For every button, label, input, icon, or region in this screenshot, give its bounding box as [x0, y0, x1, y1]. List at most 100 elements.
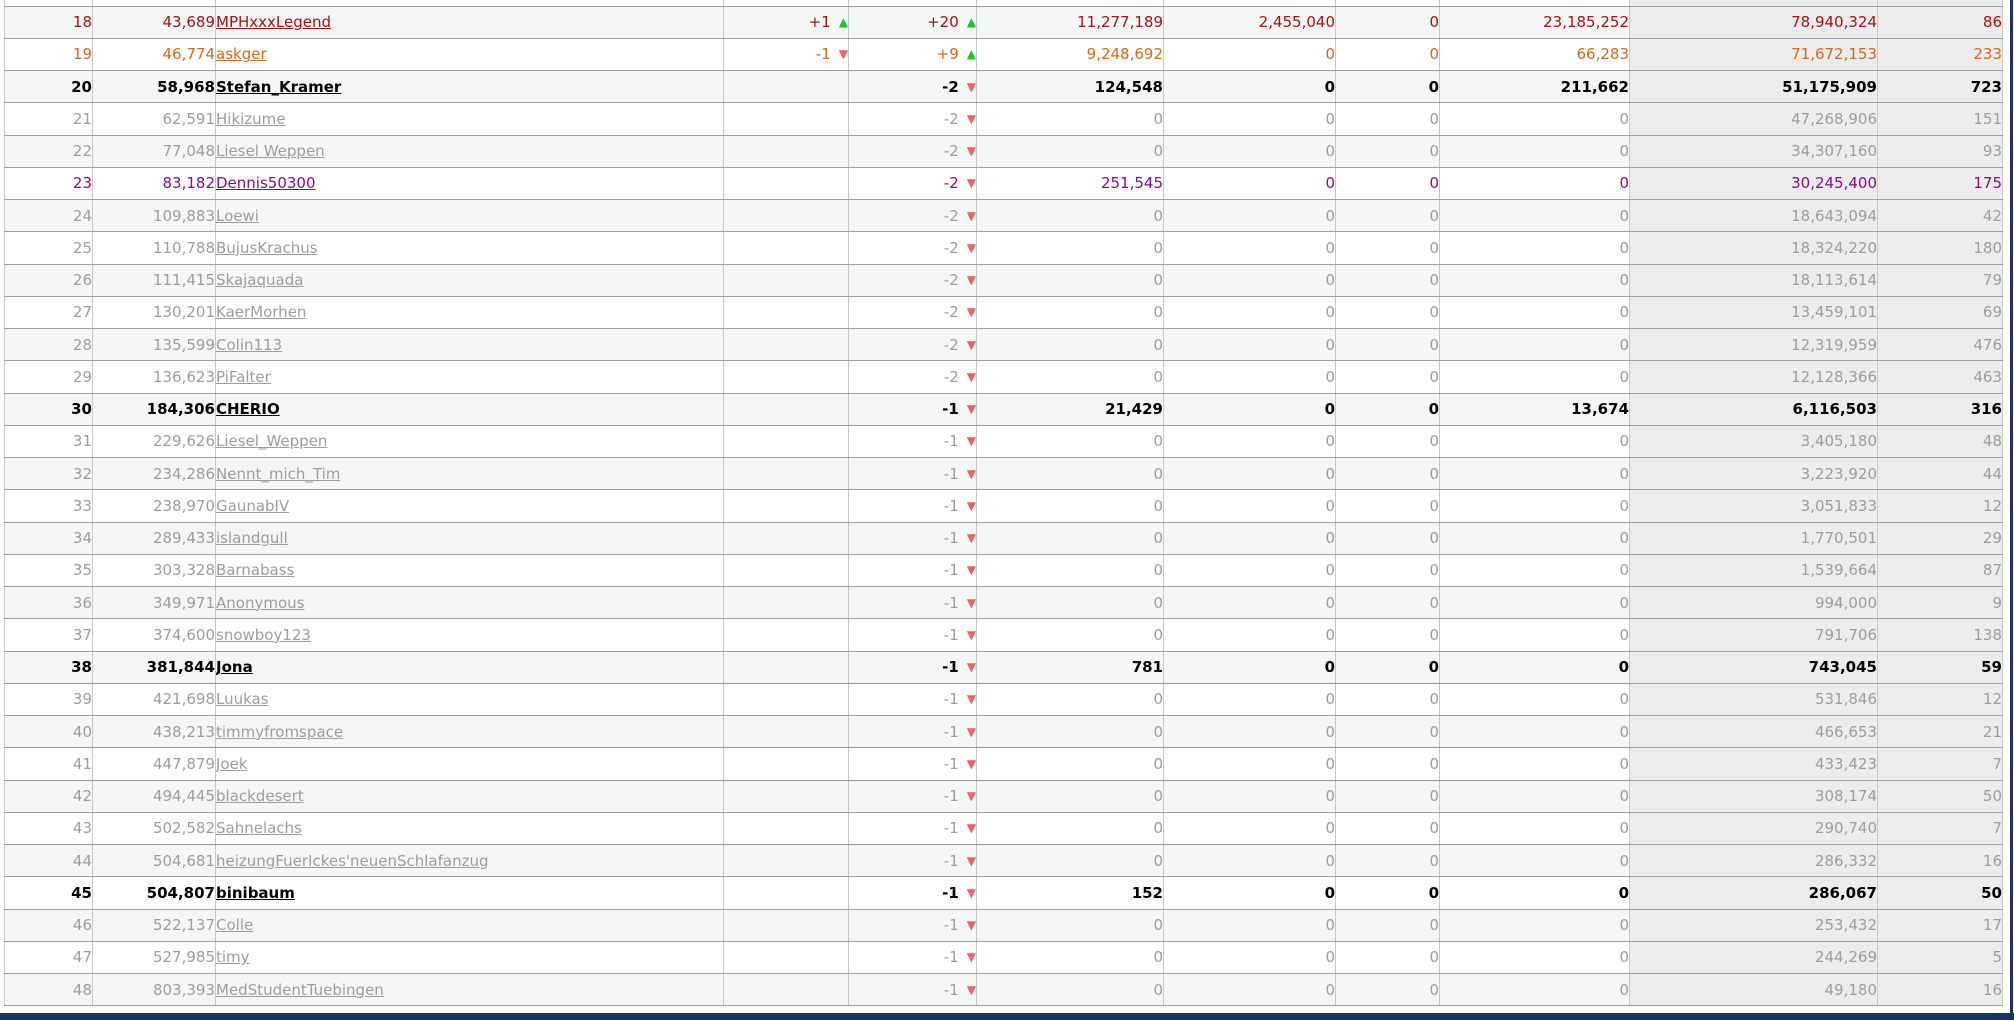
- player-name-link[interactable]: Barnabass: [216, 561, 295, 580]
- table-row: 25 110,788 BujusKrachus -2 ▼ 0 0 0 0 18,324,220 18…: [4, 231, 2003, 265]
- change-value: -2: [943, 367, 959, 386]
- count-cell: 21: [1877, 715, 2003, 749]
- count-cell: 79: [1877, 264, 2003, 297]
- rank-change-day-cell: +1 ▲: [723, 6, 849, 39]
- player-name-link[interactable]: Loewi: [216, 206, 259, 225]
- rank-change-week-cell: -2 ▼: [848, 102, 977, 136]
- down-arrow-icon: ▼: [838, 47, 848, 62]
- rank-change-day-cell: [723, 618, 849, 652]
- player-name-link[interactable]: Dennis50300: [216, 174, 316, 193]
- rank-change-week-cell: -2 ▼: [848, 199, 977, 233]
- player-name-link[interactable]: Hikizume: [216, 109, 286, 128]
- value-c-cell: 0: [1335, 38, 1440, 72]
- player-name-link[interactable]: Stefan_Kramer: [216, 77, 342, 96]
- value-b-cell: 0: [1163, 393, 1336, 426]
- player-name-link[interactable]: heizungFuerIckes'neuenSchlafanzug: [216, 851, 489, 870]
- value-d-cell: 0: [1439, 683, 1630, 717]
- score-cell: 494,445: [92, 780, 216, 813]
- player-name-link[interactable]: Joek: [216, 754, 248, 773]
- down-arrow-icon: ▼: [966, 853, 976, 868]
- down-arrow-icon: ▼: [966, 724, 976, 739]
- total-credit-cell: 6,116,503: [1629, 393, 1878, 426]
- player-name-link[interactable]: blackdesert: [216, 787, 304, 806]
- table-row: 32 234,286 Nennt_mich_Tim -1 ▼ 0 0 0 0 3,223,920 4…: [4, 457, 2003, 491]
- count-cell: 50: [1877, 780, 2003, 813]
- rank-cell: 32: [4, 457, 93, 491]
- count-cell: 93: [1877, 135, 2003, 168]
- player-name-link[interactable]: Liesel_Weppen: [216, 432, 328, 451]
- change-value: -1: [943, 625, 959, 644]
- player-name-link[interactable]: islandgull: [216, 529, 288, 548]
- change-value: -1: [942, 883, 959, 902]
- player-name-cell: Jona: [215, 651, 724, 684]
- total-credit-cell: 18,113,614: [1629, 264, 1878, 297]
- player-name-link[interactable]: binibaum: [216, 883, 295, 902]
- count-cell: 7: [1877, 747, 2003, 781]
- score-cell: 421,698: [92, 683, 216, 717]
- player-name-link[interactable]: timy: [216, 948, 250, 967]
- value-b-cell: 0: [1163, 135, 1336, 168]
- value-b-cell: 0: [1163, 522, 1336, 555]
- rank-change-day-cell: [723, 941, 849, 975]
- value-d-cell: 211,662: [1439, 70, 1630, 104]
- player-name-link[interactable]: CHERIO: [216, 400, 280, 419]
- player-name-link[interactable]: MPHxxxLegend: [216, 13, 331, 32]
- value-d-cell: 0: [1439, 586, 1630, 620]
- player-name-link[interactable]: Jona: [216, 658, 253, 677]
- player-name-link[interactable]: Sahnelachs: [216, 819, 302, 838]
- score-cell: 303,328: [92, 554, 216, 588]
- change-value: +1: [808, 13, 831, 32]
- player-name-cell: timmyfromspace: [215, 715, 724, 749]
- value-c-cell: 0: [1335, 328, 1440, 362]
- player-name-link[interactable]: Colin113: [216, 335, 283, 354]
- table-row: 41 447,879 Joek -1 ▼ 0 0 0 0 433,423 7: [4, 747, 2003, 781]
- change-value: -1: [943, 561, 959, 580]
- player-name-cell: Hikizume: [215, 102, 724, 136]
- score-cell: 109,883: [92, 199, 216, 233]
- table-row: 27 130,201 KaerMorhen -2 ▼ 0 0 0 0 13,459,101 69: [4, 296, 2003, 330]
- player-name-link[interactable]: MedStudentTuebingen: [216, 980, 384, 999]
- rank-change-week-cell: -1 ▼: [848, 618, 977, 652]
- player-name-link[interactable]: PiFalter: [216, 367, 271, 386]
- value-a-cell: 0: [976, 199, 1164, 233]
- value-d-cell: 0: [1439, 102, 1630, 136]
- rank-cell: 27: [4, 296, 93, 330]
- rank-change-day-cell: [723, 812, 849, 846]
- player-name-link[interactable]: snowboy123: [216, 625, 311, 644]
- value-a-cell: 0: [976, 102, 1164, 136]
- player-name-cell: KaerMorhen: [215, 296, 724, 330]
- table-row: 36 349,971 Anonymous -1 ▼ 0 0 0 0 994,000 9: [4, 586, 2003, 620]
- down-arrow-icon: ▼: [966, 563, 976, 578]
- value-a-cell: 0: [976, 844, 1164, 878]
- player-name-link[interactable]: Colle: [216, 916, 254, 935]
- rank-cell: 22: [4, 135, 93, 168]
- count-cell: 16: [1877, 844, 2003, 878]
- player-name-link[interactable]: Nennt_mich_Tim: [216, 464, 341, 483]
- player-name-link[interactable]: Anonymous: [216, 593, 305, 612]
- player-name-link[interactable]: timmyfromspace: [216, 722, 344, 741]
- player-name-link[interactable]: BujusKrachus: [216, 238, 318, 257]
- score-cell: 229,626: [92, 425, 216, 459]
- rank-cell: 44: [4, 844, 93, 878]
- player-name-link[interactable]: Luukas: [216, 690, 269, 709]
- rank-change-week-cell: -2 ▼: [848, 360, 977, 394]
- value-b-cell: 0: [1163, 941, 1336, 975]
- player-name-link[interactable]: GaunabIV: [216, 496, 290, 515]
- down-arrow-icon: ▼: [966, 756, 976, 771]
- player-name-link[interactable]: Liesel Weppen: [216, 142, 325, 161]
- player-name-link[interactable]: askger: [216, 45, 267, 64]
- table-row: 43 502,582 Sahnelachs -1 ▼ 0 0 0 0 290,740 7: [4, 812, 2003, 846]
- rank-change-day-cell: [723, 651, 849, 684]
- player-name-cell: askger: [215, 38, 724, 72]
- player-name-link[interactable]: KaerMorhen: [216, 303, 307, 322]
- change-value: -1: [943, 851, 959, 870]
- rank-change-week-cell: +9 ▲: [848, 38, 977, 72]
- table-row: 21 62,591 Hikizume -2 ▼ 0 0 0 0 47,268,906 151: [4, 102, 2003, 136]
- down-arrow-icon: ▼: [966, 144, 976, 159]
- value-a-cell: 0: [976, 264, 1164, 297]
- count-cell: 42: [1877, 199, 2003, 233]
- value-b-cell: 0: [1163, 102, 1336, 136]
- down-arrow-icon: ▼: [966, 660, 976, 675]
- rank-change-week-cell: -1 ▼: [848, 941, 977, 975]
- player-name-link[interactable]: Skajaquada: [216, 271, 304, 290]
